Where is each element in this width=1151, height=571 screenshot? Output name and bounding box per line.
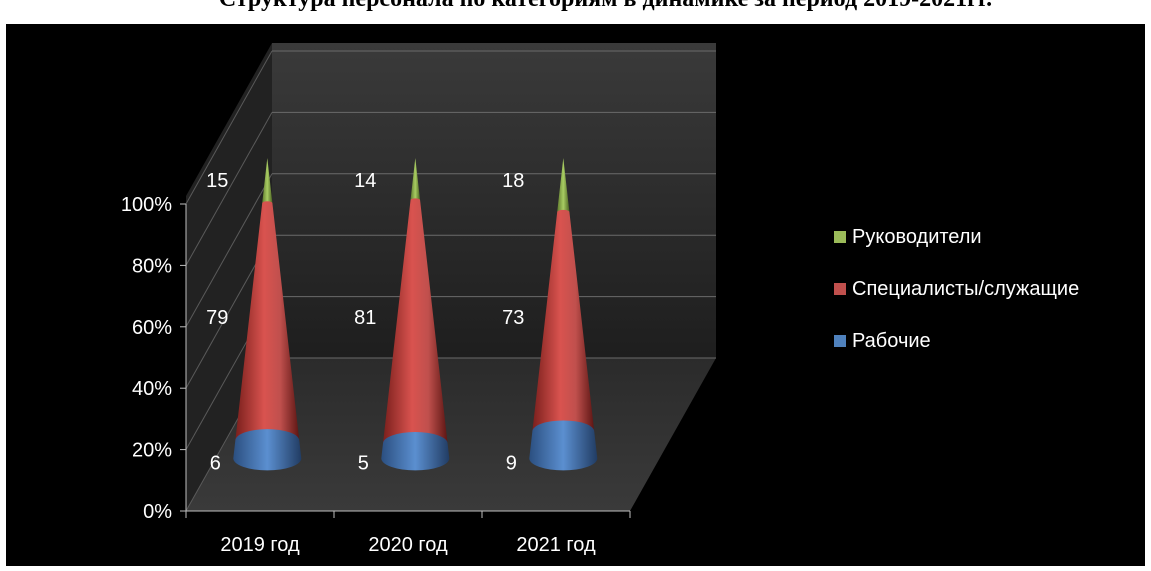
data-label: 14 [354, 170, 376, 192]
legend: Руководители Специалисты/служащие Рабочие [834, 226, 1079, 352]
cone-series: 6 79 15 5 81 14 9 73 18 [206, 158, 598, 474]
legend-swatch [834, 283, 846, 295]
gridline-side [185, 50, 273, 205]
data-label: 15 [206, 170, 228, 192]
legend-label: Руководители [852, 226, 982, 248]
cone-0: 6 79 15 [206, 158, 302, 474]
chart-area: 0% 20% 40% 60% 80% 100% 2019 год 2020 год 2021 … [6, 24, 1145, 566]
legend-swatch [834, 231, 846, 243]
cone-segment-Рабочие [529, 420, 598, 471]
y-tick-label: 40% [132, 378, 172, 400]
x-tick-label: 2019 год [220, 534, 300, 556]
y-tick-label: 80% [132, 255, 172, 277]
gridline-side [185, 112, 273, 266]
cone-2: 9 73 18 [502, 158, 598, 474]
cone-segment-Руководители [410, 158, 421, 202]
legend-label: Рабочие [852, 330, 931, 352]
x-tick-label: 2021 год [516, 534, 596, 556]
data-label: 73 [502, 307, 524, 329]
chart-title: Структура персонала по категориям в дина… [0, 0, 1151, 20]
back-wall [272, 43, 716, 358]
legend-label: Специалисты/служащие [852, 278, 1079, 300]
data-label: 79 [206, 307, 228, 329]
data-label: 5 [358, 452, 369, 474]
cone-chart: 0% 20% 40% 60% 80% 100% 2019 год 2020 год 2021 … [121, 43, 1079, 556]
cone-segment-Специалисты/служащие [235, 201, 300, 452]
cone-segment-Специалисты/служащие [383, 198, 448, 455]
legend-swatch [834, 335, 846, 347]
data-label: 81 [354, 307, 376, 329]
cone-1: 5 81 14 [354, 158, 450, 474]
x-tick-label: 2020 год [368, 534, 448, 556]
y-axis: 0% 20% 40% 60% 80% 100% [121, 194, 187, 523]
data-label: 6 [210, 452, 221, 474]
y-tick-label: 20% [132, 440, 172, 462]
gridline-side [185, 173, 273, 328]
x-axis: 2019 год 2020 год 2021 год [185, 510, 631, 556]
data-label: 9 [506, 452, 517, 474]
data-label: 18 [502, 170, 524, 192]
y-tick-label: 60% [132, 317, 172, 339]
cone-segment-Руководители [262, 158, 273, 205]
y-tick-label: 0% [143, 501, 172, 523]
cone-segment-Специалисты/служащие [532, 209, 595, 443]
cone-segment-Руководители [557, 158, 570, 215]
cone-segment-Рабочие [381, 432, 450, 471]
y-tick-label: 100% [121, 194, 172, 216]
cone-segment-Рабочие [233, 429, 302, 471]
